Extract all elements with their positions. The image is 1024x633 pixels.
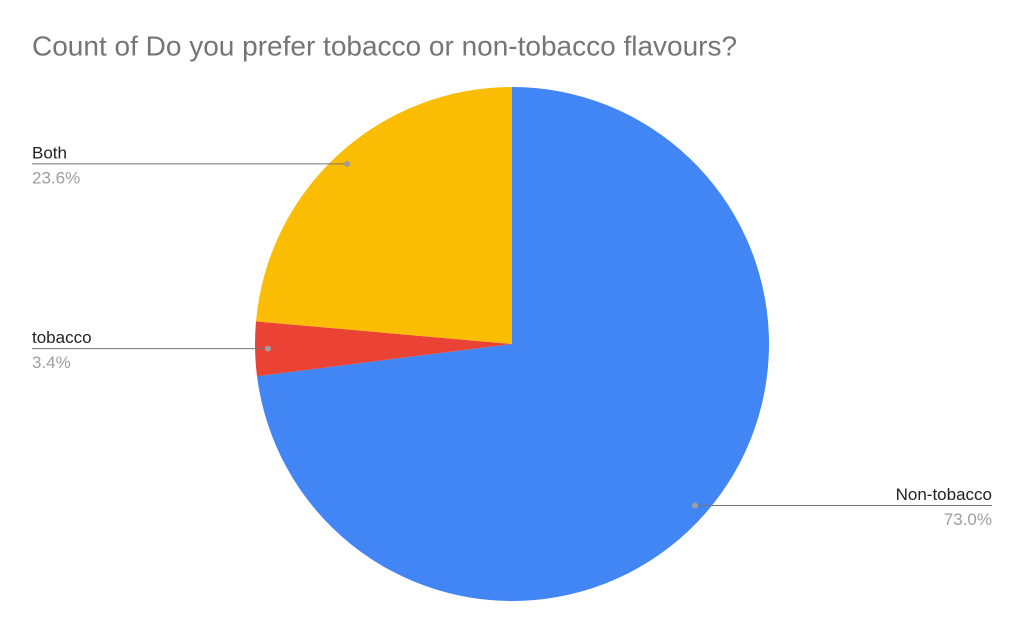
chart-title: Count of Do you prefer tobacco or non-to…: [32, 30, 737, 61]
leader-dot: [692, 502, 699, 509]
pie-slice: [257, 87, 769, 601]
leader-dot: [344, 160, 351, 167]
pie-slice: [255, 321, 512, 377]
slice-label: tobacco: [32, 328, 92, 347]
slice-value-label: 23.6%: [32, 168, 80, 187]
pie-slice: [255, 87, 513, 344]
leader-dot: [264, 345, 271, 352]
slice-label: Both: [32, 143, 67, 162]
slice-value-label: 73.0%: [944, 510, 992, 529]
slice-label: Non-tobacco: [896, 485, 992, 504]
slice-value-label: 3.4%: [32, 353, 71, 372]
